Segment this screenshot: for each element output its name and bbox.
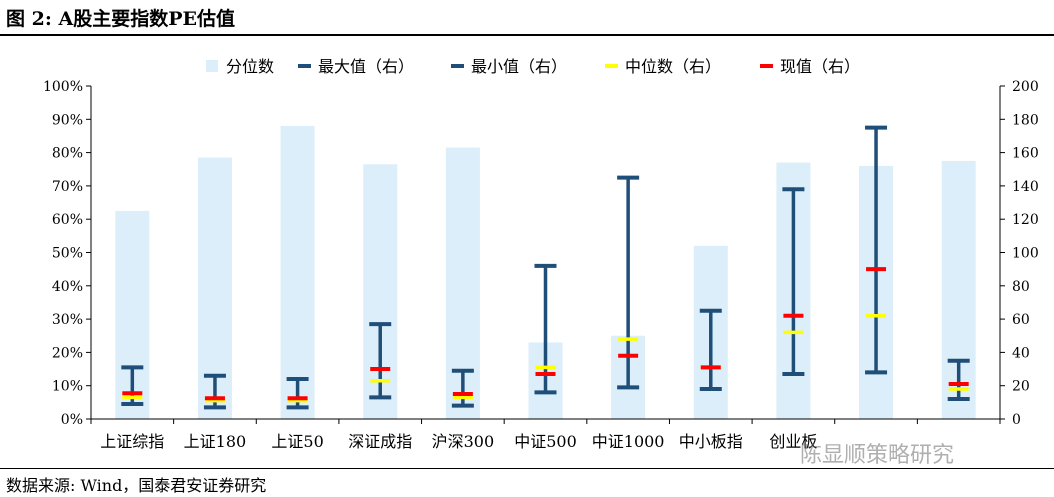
left-tick-label: 20% <box>52 345 83 361</box>
category-label: 深证成指 <box>348 432 412 451</box>
chart-legend: 分位数 最大值（右） 最小值（右） 中位数（右） 现值（右） <box>206 57 860 76</box>
percentile-bars <box>115 125 976 420</box>
right-tick-label: 40 <box>1012 345 1030 361</box>
left-tick-label: 30% <box>52 312 83 328</box>
legend-label: 最大值（右） <box>318 57 414 76</box>
right-tick-label: 80 <box>1012 279 1030 295</box>
bottom-rule <box>0 468 1054 469</box>
right-tick-label: 120 <box>1012 212 1039 228</box>
chart-axes: 0% 10% 20% 30% 40% 50% 60% 70% 80% 90% 100% 0 20 40 60… <box>43 79 1039 428</box>
right-tick-label: 180 <box>1012 112 1039 128</box>
right-tick-label: 100 <box>1012 246 1039 262</box>
left-tick-label: 90% <box>52 112 83 128</box>
left-tick-label: 60% <box>52 212 83 228</box>
figure-title: 图 2: A股主要指数PE估值 <box>6 8 235 30</box>
category-label: 上证50 <box>271 432 323 451</box>
category-label: 中证1000 <box>592 432 665 451</box>
legend-label: 分位数 <box>226 57 274 76</box>
category-label: 上证综指 <box>100 432 164 451</box>
right-tick-label: 160 <box>1012 146 1039 162</box>
category-label: 中小板指 <box>679 432 743 451</box>
legend-label: 最小值（右） <box>471 57 567 76</box>
right-tick-label: 20 <box>1012 379 1030 395</box>
legend-label: 现值（右） <box>780 57 860 76</box>
title-rule <box>0 34 1054 36</box>
left-tick-label: 80% <box>52 146 83 162</box>
source-note: 数据来源: Wind，国泰君安证券研究 <box>6 476 267 495</box>
range-markers <box>121 125 970 410</box>
legend-swatch <box>206 60 218 72</box>
category-label: 创业板 <box>769 432 817 451</box>
right-tick-label: 60 <box>1012 312 1030 328</box>
legend-label: 中位数（右） <box>625 57 721 76</box>
left-tick-label: 0% <box>61 412 83 428</box>
right-tick-label: 200 <box>1012 79 1039 95</box>
left-tick-label: 50% <box>52 246 83 262</box>
right-tick-label: 0 <box>1012 412 1021 428</box>
percentile-bar <box>280 125 315 420</box>
left-tick-label: 40% <box>52 279 83 295</box>
category-label: 上证180 <box>184 432 247 451</box>
left-tick-label: 100% <box>43 79 83 95</box>
category-label: 中证500 <box>514 432 577 451</box>
category-labels: 上证综指 上证180 上证50 深证成指 沪深300 中证500 中证1000 中小板指 创业板 <box>100 432 817 451</box>
watermark: 陈显顺策略研究 <box>800 443 955 468</box>
right-tick-label: 140 <box>1012 179 1039 195</box>
left-tick-label: 70% <box>52 179 83 195</box>
category-label: 沪深300 <box>432 432 495 451</box>
pe-valuation-chart: 分位数 最大值（右） 最小值（右） 中位数（右） 现值（右） 0% 10% 20% 30% 40… <box>43 57 1039 451</box>
left-tick-label: 10% <box>52 379 83 395</box>
